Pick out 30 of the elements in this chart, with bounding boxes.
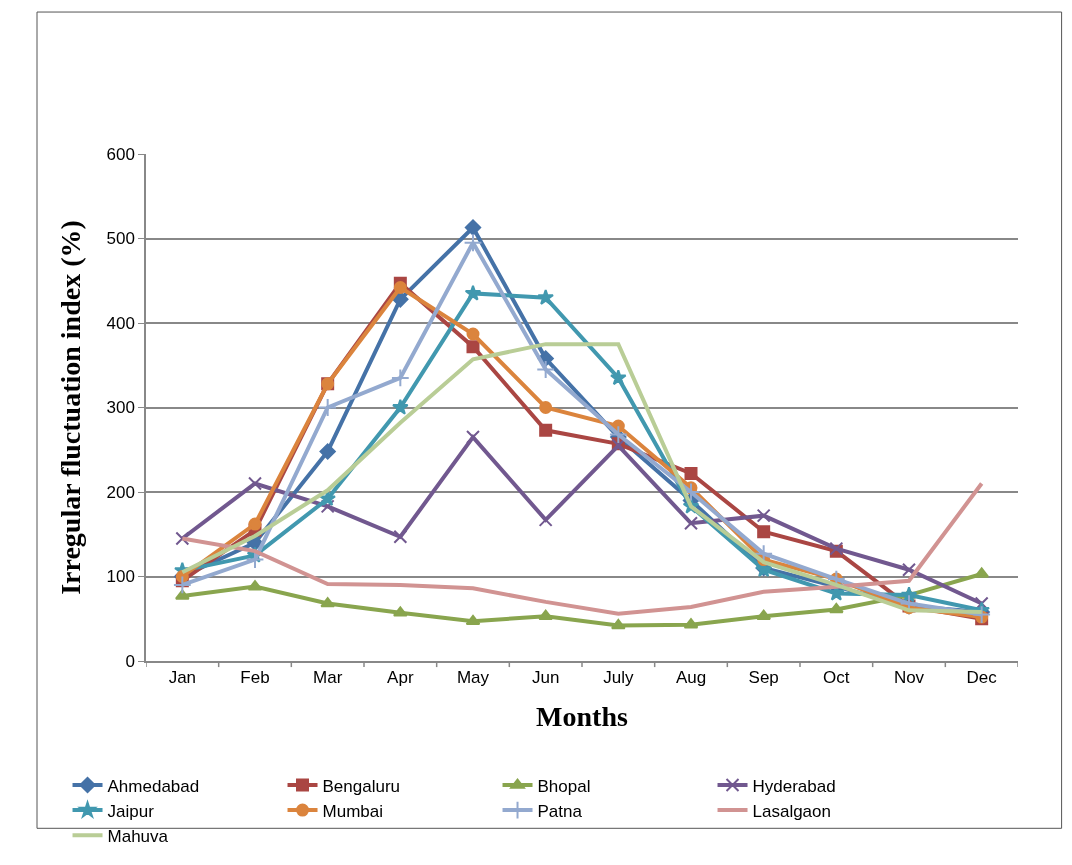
y-tick-label: 300 bbox=[106, 398, 135, 418]
legend-label: Mahuva bbox=[107, 826, 169, 846]
legend-label: Lasalgaon bbox=[752, 801, 831, 821]
legend-label: Mumbai bbox=[322, 801, 383, 821]
legend-label: Ahmedabad bbox=[107, 776, 200, 796]
legend-label: Bhopal bbox=[537, 776, 591, 796]
x-tick-label: Jan bbox=[168, 668, 197, 688]
legend-label: Bengaluru bbox=[322, 776, 401, 796]
x-tick-label: Jun bbox=[531, 668, 560, 688]
x-tick-label: Mar bbox=[313, 668, 343, 688]
y-tick-label: 100 bbox=[106, 567, 135, 587]
x-axis-title: Months bbox=[536, 700, 628, 732]
y-axis-title: Irregular fluctuation index (%) bbox=[54, 220, 86, 595]
x-tick-label: Sep bbox=[748, 668, 779, 688]
x-tick-label: Dec bbox=[966, 668, 998, 688]
y-tick-label: 600 bbox=[106, 144, 135, 164]
x-tick-label: Oct bbox=[823, 668, 850, 688]
x-tick-label: July bbox=[603, 668, 634, 688]
y-tick-label: 0 bbox=[125, 651, 135, 671]
x-tick-label: Nov bbox=[893, 668, 925, 688]
y-tick-label: 500 bbox=[106, 229, 135, 249]
x-tick-label: Feb bbox=[240, 668, 270, 688]
legend-label: Hyderabad bbox=[752, 776, 836, 796]
x-tick-label: Aug bbox=[675, 668, 707, 688]
legend-label: Patna bbox=[537, 801, 583, 821]
x-tick-label: May bbox=[456, 668, 490, 688]
y-tick-label: 400 bbox=[106, 313, 135, 333]
x-tick-label: Apr bbox=[387, 668, 414, 688]
legend-label: Jaipur bbox=[107, 801, 155, 821]
y-tick-label: 200 bbox=[106, 482, 135, 502]
